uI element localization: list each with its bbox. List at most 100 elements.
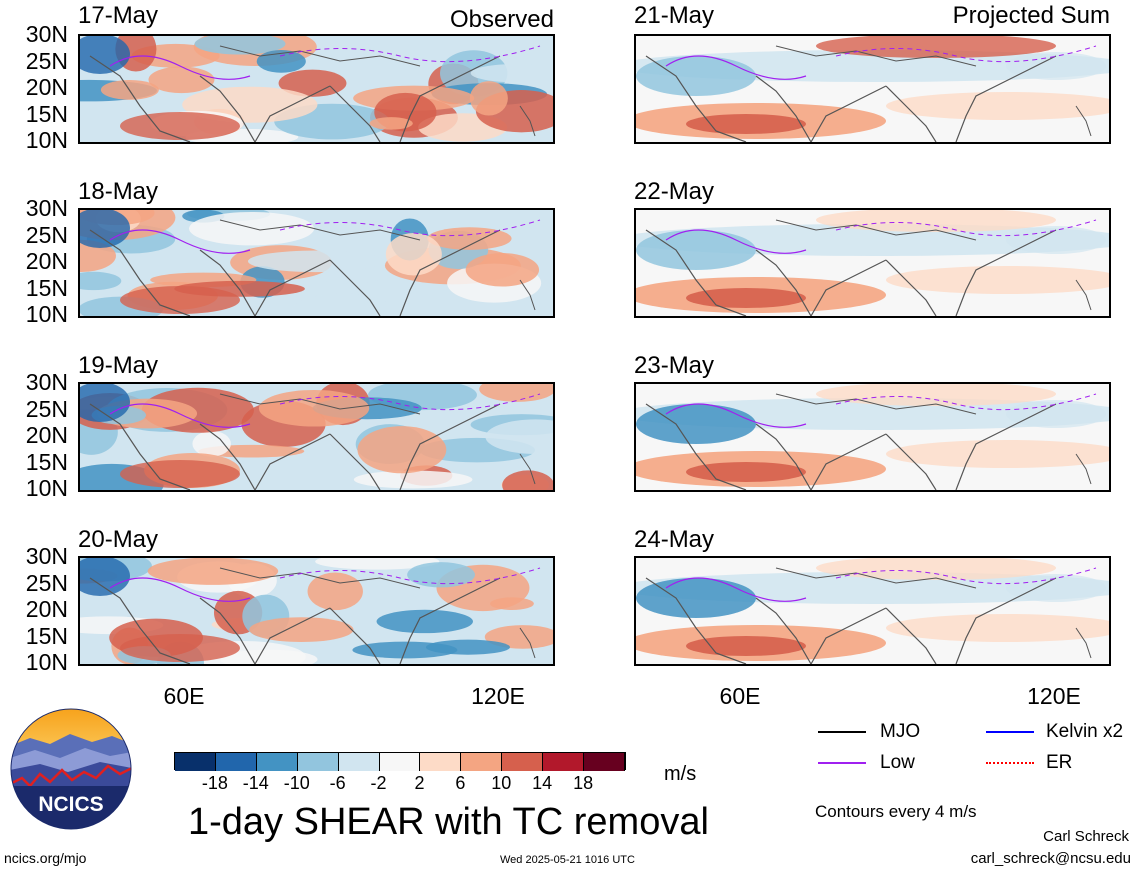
coastline-philippines [519,627,536,659]
shear-field-blob [407,562,475,588]
shear-field-blob [120,286,240,314]
colorbar-cell [502,753,544,771]
map-panel-23-may [634,382,1111,492]
lat-label-row4-15n: 15N [25,622,68,649]
coastline-west-india [199,75,256,142]
legend-label-mjo: MJO [880,721,921,742]
shear-field-blob [247,250,384,273]
coastline-west-india [755,249,812,316]
contour-low-dashed [279,219,541,237]
coastline-east-india [254,259,331,316]
coastline-burma [329,259,381,316]
colorbar-cell [420,753,462,771]
shear-field-blob [315,558,440,570]
shear-field-blob [816,558,1056,580]
contour-note: Contours every 4 m/s [815,802,977,821]
border-himalaya [775,45,977,67]
legend-line-kelvin [986,731,1034,733]
shear-field-blob [369,117,413,130]
lat-label-row4-30n: 30N [25,543,68,569]
shear-field-blob [465,253,540,287]
colorbar-cell [584,753,625,771]
panel-date-20-may: 20-May [78,526,159,553]
colorbar-cell [338,753,380,771]
shear-field-blob [686,114,806,134]
coastline-west-india [755,75,812,142]
lat-label-row1-15n: 15N [25,100,68,127]
shear-field-blob [353,470,473,489]
shear-field-blob [194,36,286,55]
legend-label-er: ER [1046,752,1073,773]
contour-low-solid [109,229,251,254]
legend-line-mjo [818,731,866,733]
shear-field-blob [80,36,130,74]
map-panel-18-may [78,208,555,318]
coastline-east-india [810,85,887,142]
coastline-east-india [254,85,331,142]
shear-field-blob [120,460,240,488]
shear-field-blob [80,210,130,248]
colorbar-tick-label: -14 [242,773,269,793]
shear-field-blob [120,112,240,140]
map-panel-20-may [78,556,555,666]
coastline-philippines [1075,453,1092,485]
projected-column-title: Projected Sum [952,2,1110,29]
colorbar-cell [461,753,503,771]
shear-field-blob [425,639,510,655]
coastline-indochina [399,229,501,316]
coastline-indochina [955,55,1057,142]
shear-field-blob [189,211,315,246]
logo-text: NCICS [38,793,103,816]
shear-field-blob [307,572,363,611]
lat-label-row1-30n: 30N [25,21,68,47]
observed-column-title: Observed [449,6,554,33]
shear-field-blob [686,636,806,656]
coastline-philippines [519,453,536,485]
panel-date-21-may: 21-May [634,2,715,29]
lat-label-row2-20n: 20N [25,248,68,274]
shear-field-blob [147,558,279,585]
coastline-burma [329,607,381,664]
shear-field-blob [485,419,553,454]
shear-field-blob [816,210,1056,232]
shear-field-blob [886,440,1109,468]
panel-date-24-may: 24-May [634,526,715,553]
colorbar-tick-label: -2 [370,773,387,793]
map-panel-17-may [78,34,555,144]
border-himalaya [775,393,977,415]
map-panel-24-may [634,556,1111,666]
contour-low-solid [665,577,807,602]
lat-label-row2-30n: 30N [25,195,68,221]
panel-date-18-may: 18-May [78,178,159,205]
shear-field-blob [816,384,1056,406]
coastline-east-india [810,433,887,490]
contour-low-dashed [279,45,541,63]
shear-field-blob [120,634,240,662]
main-title: 1-day SHEAR with TC removal [188,801,709,843]
legend-line-low [818,762,866,764]
coastline-indochina [399,577,501,664]
shear-field-blob [886,614,1109,642]
shear-field-blob [470,63,553,83]
lat-label-row3-30n: 30N [25,369,68,395]
colorbar-tick-label: 10 [491,773,512,793]
coastline-west-india [199,597,256,664]
lat-label-row2-25n: 25N [25,221,68,248]
coastline-indochina [955,229,1057,316]
shear-field-blob [686,462,806,482]
coastline-west-india [199,249,256,316]
coastline-arabia [645,229,747,316]
colorbar [174,752,626,771]
coastline-philippines [1075,627,1092,659]
contour-low-dashed [279,567,541,585]
shear-field-blob [490,597,534,610]
colorbar-tick-label: 6 [455,773,466,793]
coastline-burma [329,433,381,490]
footer-author: Carl Schreck [1043,828,1129,845]
shear-field-blob [80,271,122,291]
coastline-east-india [254,433,331,490]
border-himalaya [219,45,421,67]
lat-label-row1-25n: 25N [25,47,68,74]
lat-label-row3-15n: 15N [25,448,68,475]
panel-date-19-may: 19-May [78,352,159,379]
